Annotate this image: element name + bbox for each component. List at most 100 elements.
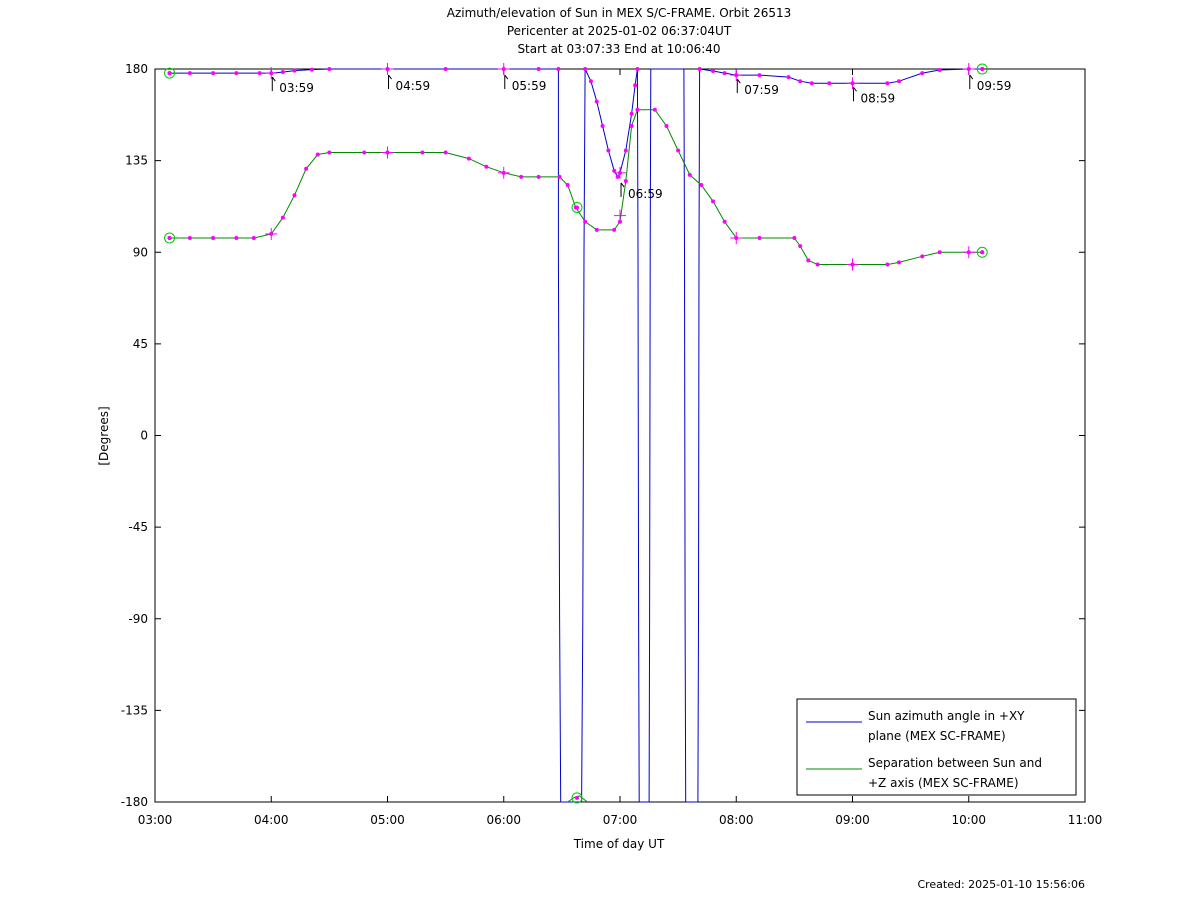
data-point-marker — [600, 124, 605, 129]
azimuth-line — [169, 68, 559, 74]
endpoint-circle-marker — [574, 795, 579, 800]
data-point-marker — [897, 79, 901, 84]
data-point-marker — [629, 124, 634, 129]
data-point-marker — [234, 71, 239, 76]
endpoint-circle-marker — [976, 246, 988, 258]
data-point-marker — [757, 73, 762, 78]
data-point-marker — [699, 183, 704, 188]
endpoint-circle-marker — [167, 235, 172, 240]
data-point-marker — [897, 260, 901, 265]
legend: Sun azimuth angle in +XY plane (MEX SC-FR… — [796, 698, 1077, 796]
data-point-marker — [327, 150, 332, 155]
hour-annotation-label: 08:59 — [861, 91, 896, 105]
y-tick-label: -135 — [121, 703, 148, 717]
data-point-marker — [588, 79, 593, 84]
x-tick-label: 03:00 — [138, 813, 173, 827]
data-point-marker — [618, 219, 622, 224]
data-point-marker — [606, 148, 611, 153]
y-tick-label: -45 — [128, 520, 148, 534]
x-tick-label: 08:00 — [719, 813, 754, 827]
annotation-pointer — [388, 74, 392, 80]
data-point-marker — [809, 81, 814, 86]
data-point-marker — [251, 235, 256, 240]
data-point-marker — [664, 124, 669, 129]
data-point-marker — [594, 227, 599, 232]
legend-box — [796, 698, 1077, 796]
data-point-marker — [443, 150, 448, 155]
data-point-marker — [612, 168, 617, 173]
data-point-marker — [757, 235, 762, 240]
data-point-marker — [292, 193, 297, 198]
endpoint-circle-marker — [571, 792, 583, 804]
data-point-marker — [885, 81, 890, 86]
plot-area-border — [154, 68, 1086, 803]
created-timestamp: Created: 2025-01-10 15:56:06 — [917, 878, 1085, 891]
data-point-marker — [565, 183, 570, 188]
data-point-marker — [315, 152, 320, 157]
data-point-marker — [798, 244, 803, 249]
data-point-marker — [792, 235, 797, 240]
data-point-marker — [806, 258, 811, 263]
data-point-marker — [420, 150, 425, 155]
data-point-marker — [623, 148, 628, 153]
data-point-marker — [920, 71, 925, 76]
data-point-marker — [635, 67, 640, 71]
x-tick-label: 06:00 — [486, 813, 521, 827]
data-point-marker — [827, 81, 832, 86]
markers-layer — [164, 63, 988, 804]
data-point-marker — [786, 75, 791, 80]
data-point-marker — [615, 174, 620, 179]
data-point-marker — [292, 68, 297, 73]
x-tick-label: 09:00 — [835, 813, 870, 827]
data-point-marker — [920, 254, 925, 259]
y-tick-label: -90 — [128, 612, 148, 626]
azimuth-line — [581, 68, 586, 803]
y-tick-label: 45 — [133, 337, 148, 351]
data-point-marker — [937, 68, 942, 73]
hour-annotation-label: 09:59 — [977, 79, 1012, 93]
data-point-marker — [280, 70, 285, 75]
endpoint-circle-marker — [167, 71, 172, 76]
endpoint-circle-marker — [980, 67, 985, 71]
data-point-marker — [443, 67, 448, 71]
azimuth-line — [697, 68, 701, 803]
axis-ticks: 03:00 04:00 05:00 06:00 07:00 08:00 09:00 10:00… — [121, 62, 1103, 827]
data-point-marker — [234, 235, 239, 240]
chart-title-line: Azimuth/elevation of Sun in MEX S/C-FRAM… — [447, 6, 792, 20]
azimuth-line — [699, 68, 983, 84]
legend-entry: Sun azimuth angle in +XY — [868, 709, 1025, 723]
endpoint-circle-marker — [164, 232, 176, 244]
data-point-marker — [885, 262, 890, 267]
series-layer — [169, 68, 983, 803]
x-tick-label: 11:00 — [1068, 813, 1103, 827]
data-point-marker — [711, 199, 715, 204]
data-point-marker — [211, 71, 216, 76]
data-point-marker — [556, 67, 561, 71]
data-point-marker — [711, 69, 715, 74]
data-point-marker — [257, 71, 262, 76]
data-point-marker — [327, 67, 332, 71]
data-point-marker — [594, 99, 599, 104]
hour-annotations: 03:59 04:59 05:59 06:59 07:59 08:59 09:59 — [271, 74, 1012, 201]
azimuth-line — [636, 68, 640, 803]
y-tick-label: -180 — [121, 795, 148, 809]
data-point-marker — [536, 174, 541, 179]
chart-title-line: Pericenter at 2025-01-02 06:37:04UT — [507, 24, 732, 38]
y-tick-label: 90 — [133, 245, 148, 259]
data-point-marker — [676, 148, 681, 153]
legend-entry: +Z axis (MEX SC-FRAME) — [868, 776, 1019, 790]
endpoint-circle-marker — [571, 201, 583, 213]
y-tick-label: 180 — [125, 62, 148, 76]
x-tick-label: 10:00 — [951, 813, 986, 827]
x-tick-label: 07:00 — [603, 813, 638, 827]
azimuth-line — [683, 68, 687, 803]
x-axis-label: Time of day UT — [573, 837, 665, 851]
azimuth-line — [648, 68, 652, 803]
data-point-marker — [211, 235, 216, 240]
data-point-marker — [362, 150, 367, 155]
annotation-pointer — [271, 76, 276, 82]
endpoint-circle-marker — [976, 63, 988, 75]
annotation-pointer — [853, 86, 857, 92]
annotation-pointer — [969, 74, 974, 80]
plot-frame — [154, 68, 1086, 803]
